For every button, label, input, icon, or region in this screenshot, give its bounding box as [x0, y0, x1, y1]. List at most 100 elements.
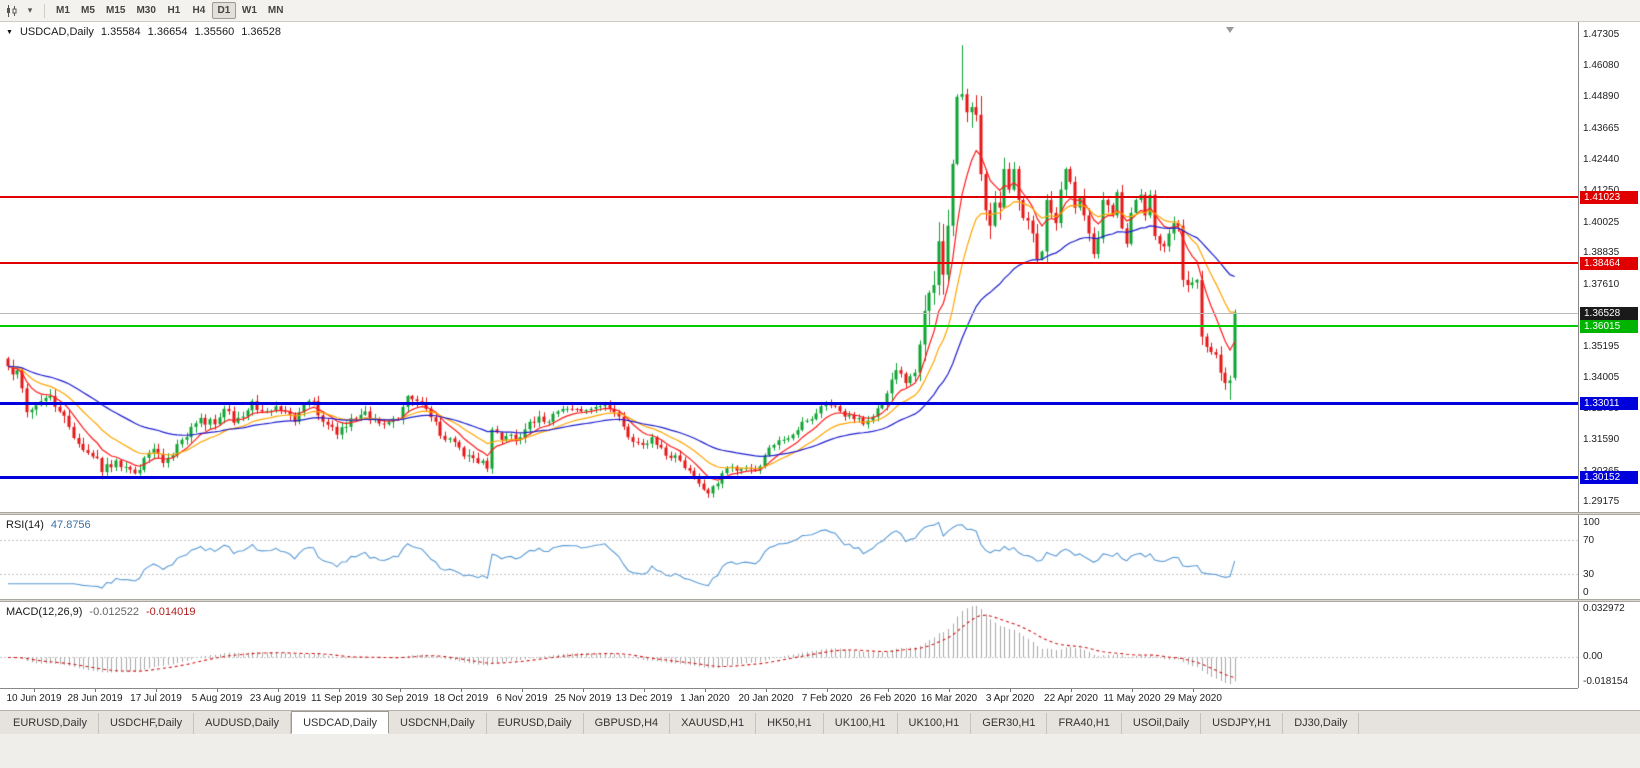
time-axis-tick [34, 688, 35, 692]
price-axis-label: 1.37610 [1583, 278, 1620, 290]
time-axis-tick [95, 688, 96, 692]
price-chart-canvas[interactable] [0, 22, 1640, 710]
time-axis-label: 13 Dec 2019 [615, 693, 673, 704]
time-axis-tick [217, 688, 218, 692]
time-axis-label: 5 Aug 2019 [191, 693, 243, 704]
time-axis-tick [278, 688, 279, 692]
timeframe-button-m30[interactable]: M30 [131, 2, 160, 19]
timeframe-button-m5[interactable]: M5 [76, 2, 100, 19]
timeframe-button-m15[interactable]: M15 [101, 2, 130, 19]
time-axis-tick [522, 688, 523, 692]
ohlc-high: 1.36654 [147, 26, 188, 38]
macd-axis-label: 0.00 [1583, 651, 1603, 663]
rsi-indicator-header: RSI(14) 47.8756 [6, 519, 91, 531]
chart-tab-dj30-daily[interactable]: DJ30,Daily [1283, 713, 1360, 734]
horizontal-line[interactable] [0, 196, 1578, 198]
price-axis-label: 1.43665 [1583, 122, 1620, 134]
timeframe-button-m1[interactable]: M1 [51, 2, 75, 19]
price-axis-label: 1.40025 [1583, 216, 1620, 228]
time-axis-label: 10 Jun 2019 [6, 693, 62, 704]
time-axis-tick [1071, 688, 1072, 692]
chart-tab-audusd-daily[interactable]: AUDUSD,Daily [194, 713, 292, 734]
horizontal-line[interactable] [0, 402, 1578, 405]
symbol-title: USDCAD,Daily [19, 26, 94, 38]
time-axis-label: 30 Sep 2019 [371, 693, 429, 704]
chart-tab-usdcad-daily[interactable]: USDCAD,Daily [291, 711, 390, 734]
price-axis-label: 1.47305 [1583, 28, 1620, 40]
timeframe-button-d1[interactable]: D1 [211, 2, 236, 19]
chart-tab-fra40-h1[interactable]: FRA40,H1 [1047, 713, 1122, 734]
time-axis-border [0, 688, 1578, 689]
time-axis-label: 7 Feb 2020 [801, 693, 853, 704]
macd-label: MACD(12,26,9) [6, 606, 83, 618]
chart-tab-usdcnh-daily[interactable]: USDCNH,Daily [389, 713, 487, 734]
time-axis-tick [1193, 688, 1194, 692]
time-axis-label: 3 Apr 2020 [985, 693, 1035, 704]
toolbar-separator [44, 3, 45, 18]
time-axis-label: 29 May 2020 [1164, 693, 1222, 704]
chart-tab-bar: EURUSD,Daily USDCHF,Daily AUDUSD,Daily USDC… [0, 710, 1640, 734]
chart-tab-usdchf-daily[interactable]: USDCHF,Daily [99, 713, 195, 734]
price-axis-label: 1.29175 [1583, 496, 1620, 508]
time-axis-tick [461, 688, 462, 692]
horizontal-line[interactable] [0, 313, 1578, 314]
time-axis-tick [644, 688, 645, 692]
time-axis-label: 16 Mar 2020 [920, 693, 978, 704]
time-axis-tick [339, 688, 340, 692]
rsi-value: 47.8756 [50, 519, 91, 531]
chart-header: ▼ USDCAD,Daily 1.35584 1.36654 1.35560 1… [6, 26, 281, 38]
panel-separator-macd[interactable] [0, 599, 1640, 602]
time-axis-tick [766, 688, 767, 692]
chart-tab-eurusd-daily[interactable]: EURUSD,Daily [2, 713, 99, 734]
chart-shift-marker[interactable] [1226, 27, 1234, 33]
chart-tab-hk50-h1[interactable]: HK50,H1 [756, 713, 824, 734]
chart-type-icon[interactable] [4, 3, 20, 19]
price-axis-label: 1.46080 [1583, 60, 1620, 72]
price-badge: 1.30152 [1580, 471, 1638, 484]
price-badge: 1.33011 [1580, 397, 1638, 410]
price-axis-label: 1.44890 [1583, 91, 1620, 103]
price-axis-border [1578, 22, 1579, 688]
horizontal-line[interactable] [0, 476, 1578, 479]
time-axis-tick [156, 688, 157, 692]
time-axis-label: 28 Jun 2019 [67, 693, 123, 704]
ohlc-low: 1.35560 [194, 26, 235, 38]
chart-tab-gbpusd-h4[interactable]: GBPUSD,H4 [584, 713, 671, 734]
horizontal-line[interactable] [0, 325, 1578, 327]
chart-tab-eurusd-daily[interactable]: EURUSD,Daily [487, 713, 584, 734]
timeframe-button-h4[interactable]: H4 [187, 2, 211, 19]
time-axis-tick [1132, 688, 1133, 692]
chart-tab-xauusd-h1[interactable]: XAUUSD,H1 [670, 713, 757, 734]
status-bar [0, 734, 1640, 768]
timeframe-button-w1[interactable]: W1 [237, 2, 262, 19]
macd-axis-label: -0.018154 [1583, 676, 1629, 687]
dropdown-chevron-icon[interactable]: ▾ [27, 5, 33, 15]
panel-separator-rsi[interactable] [0, 512, 1640, 515]
rsi-axis-label: 0 [1583, 587, 1589, 598]
macd-indicator-header: MACD(12,26,9) -0.012522 -0.014019 [6, 606, 196, 618]
price-badge: 1.36015 [1580, 320, 1638, 333]
rsi-axis-label: 100 [1583, 517, 1600, 528]
ohlc-open: 1.35584 [100, 26, 141, 38]
time-axis-tick [888, 688, 889, 692]
top-toolbar: ▾ M1 M5 M15 M30 H1 H4 D1 W1 MN [0, 0, 1640, 22]
time-axis-tick [705, 688, 706, 692]
chart-tab-ger30-h1[interactable]: GER30,H1 [971, 713, 1048, 734]
time-axis-tick [1010, 688, 1011, 692]
time-axis-label: 25 Nov 2019 [554, 693, 612, 704]
time-axis-label: 6 Nov 2019 [496, 693, 548, 704]
chart-tab-usdjpy-h1[interactable]: USDJPY,H1 [1201, 713, 1284, 734]
price-axis-label: 1.35195 [1583, 341, 1620, 353]
timeframe-button-h1[interactable]: H1 [162, 2, 186, 19]
chart-tab-usoil-daily[interactable]: USOil,Daily [1122, 713, 1202, 734]
price-axis-label: 1.38835 [1583, 247, 1620, 259]
chart-tab-uk100-h1[interactable]: UK100,H1 [898, 713, 972, 734]
time-axis-tick [827, 688, 828, 692]
timeframe-button-mn[interactable]: MN [263, 2, 289, 19]
timeframe-group: M1 M5 M15 M30 H1 H4 D1 W1 MN [51, 2, 288, 19]
time-axis-tick [400, 688, 401, 692]
macd-axis-label: 0.032972 [1583, 603, 1625, 614]
horizontal-line[interactable] [0, 262, 1578, 264]
chart-tab-uk100-h1[interactable]: UK100,H1 [824, 713, 898, 734]
